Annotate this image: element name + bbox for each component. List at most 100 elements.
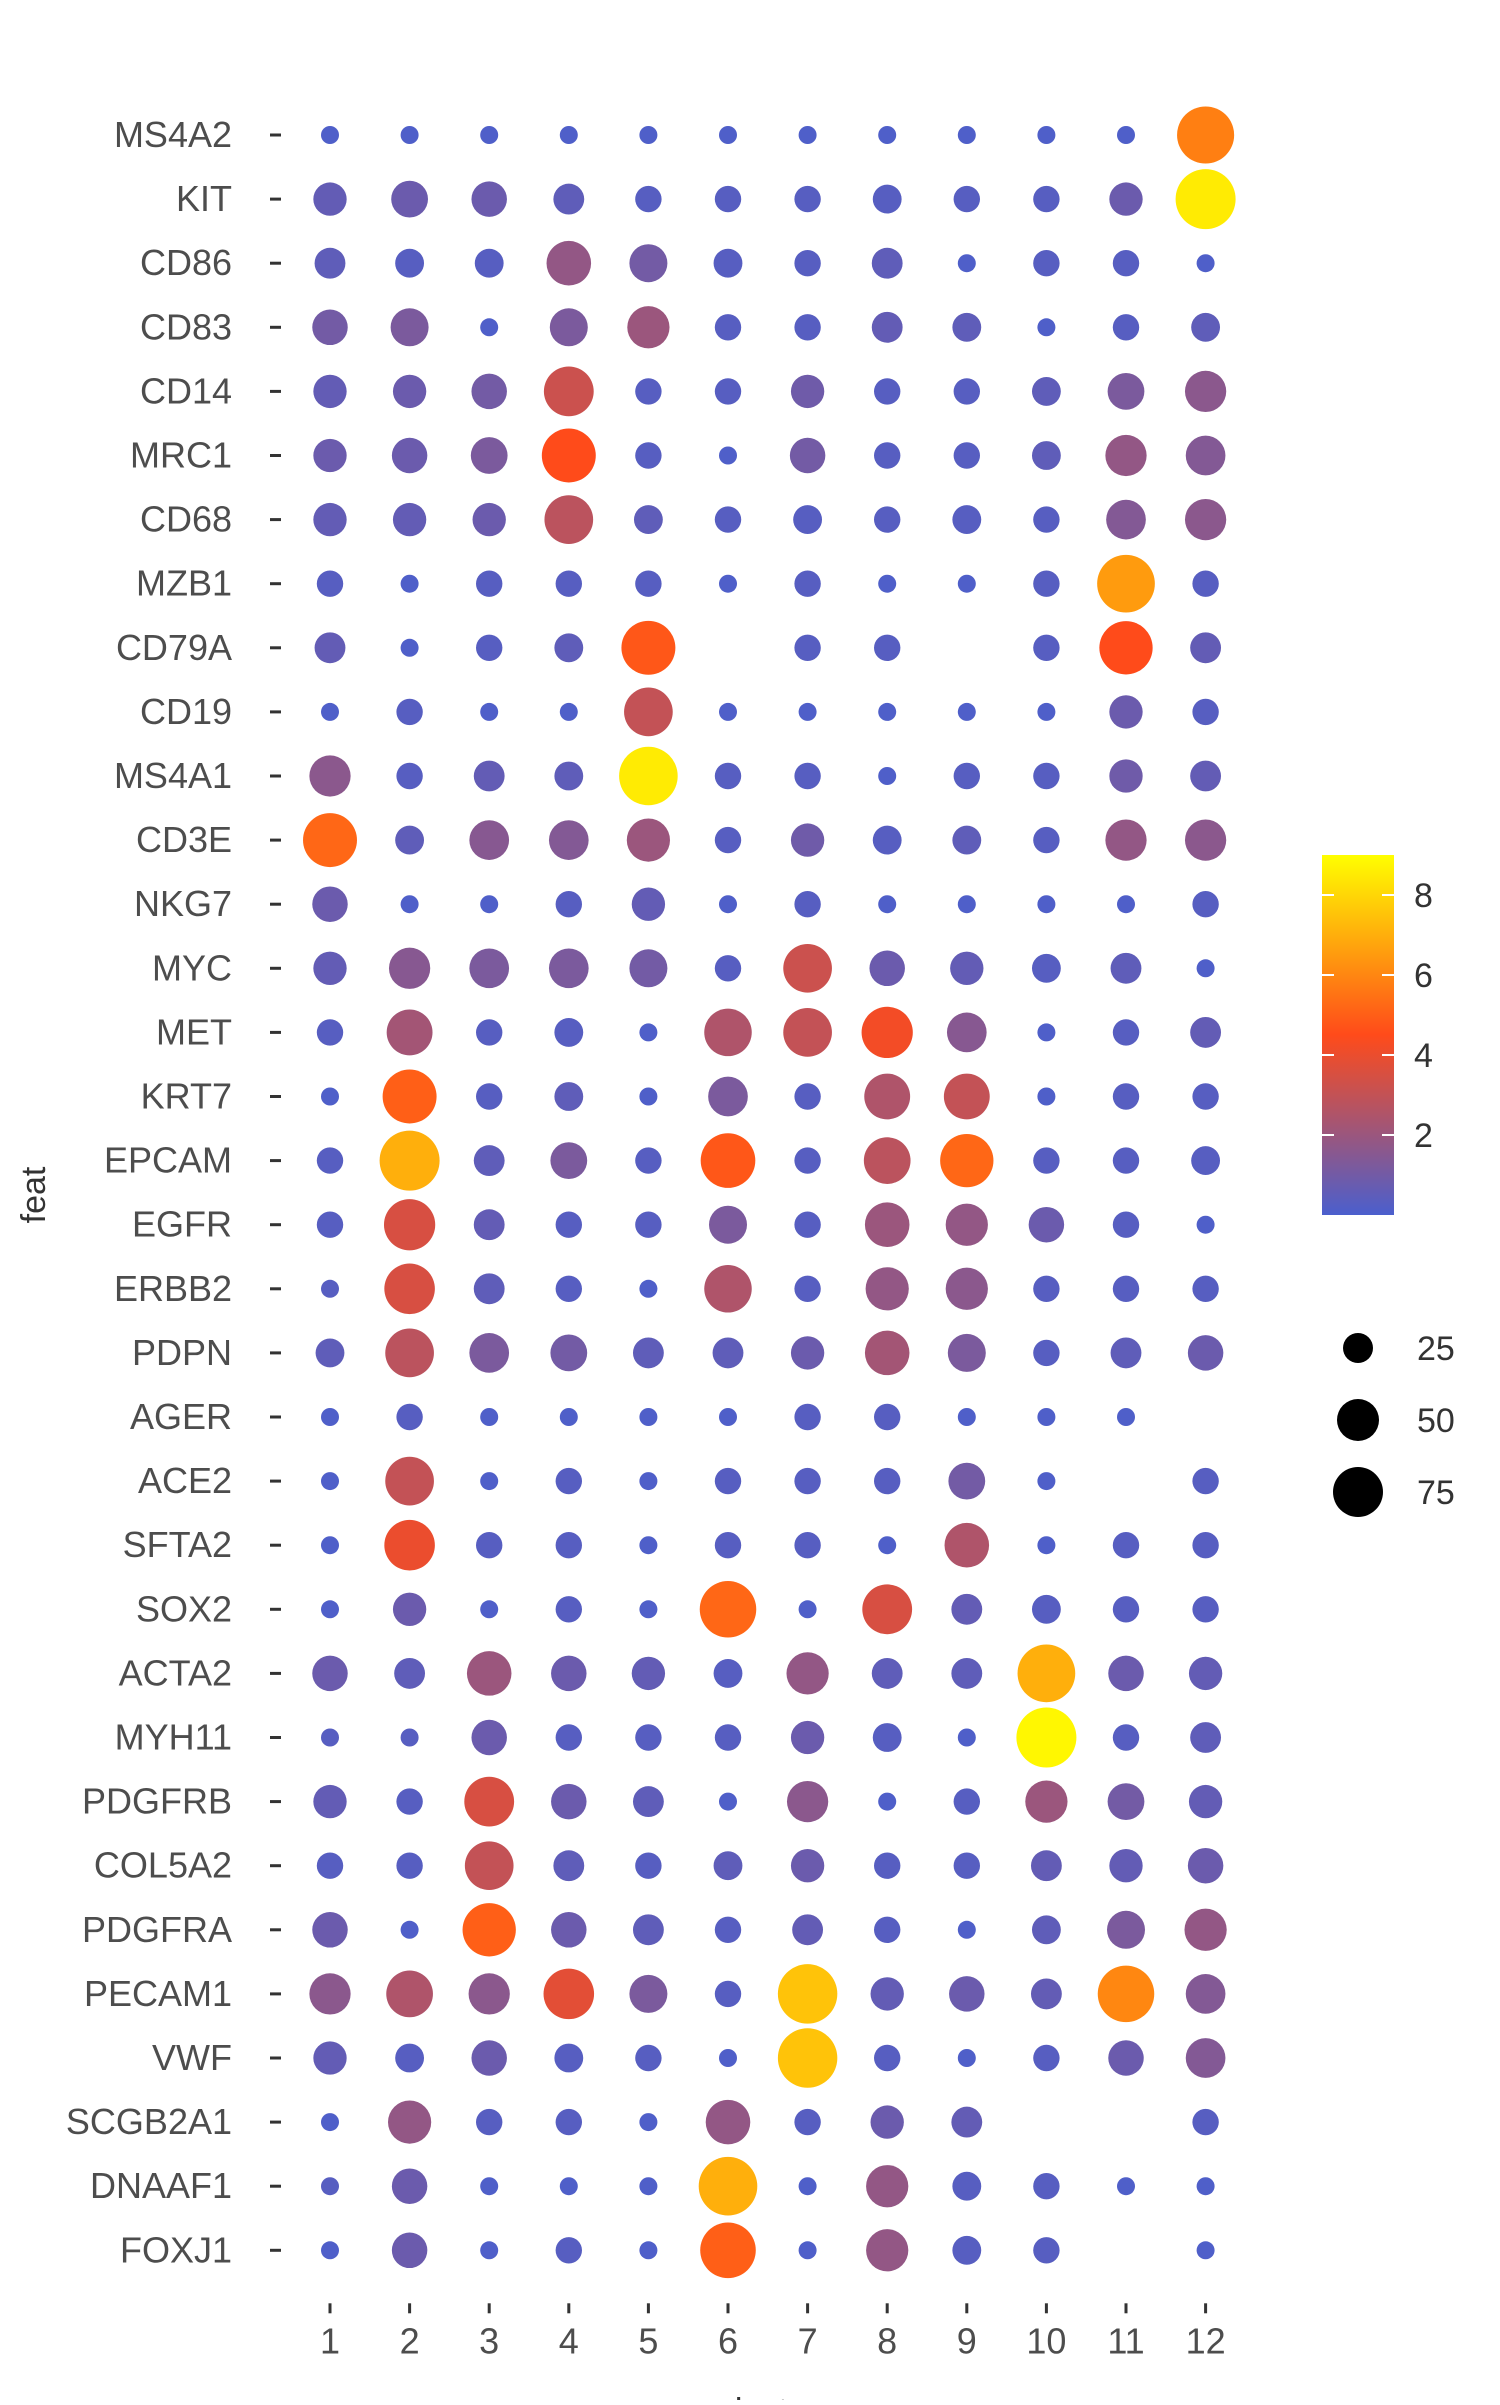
dot-point [864, 1330, 910, 1376]
dot-point [1184, 498, 1227, 541]
dot-point [794, 1403, 821, 1431]
dot-point [394, 1657, 426, 1689]
y-tick-label: CD86 [140, 242, 232, 283]
dot-point [700, 1133, 756, 1188]
dot-point [794, 762, 821, 790]
dot-point [468, 1973, 510, 2015]
dot-point [382, 1069, 437, 1124]
dot-point [794, 1275, 821, 1303]
dot-point [635, 1211, 662, 1238]
dot-point [870, 1977, 904, 2011]
dot-point [1177, 106, 1235, 164]
y-tick-label: CD68 [140, 499, 232, 540]
dot-point [309, 1973, 351, 2015]
dot-point [400, 574, 419, 593]
dot-point [385, 1328, 434, 1378]
dot-point [554, 1017, 584, 1047]
dot-point [957, 2049, 976, 2067]
dot-point [957, 1408, 976, 1426]
dot-point [395, 2043, 425, 2073]
dot-point [874, 506, 901, 533]
dot-point [1030, 1850, 1062, 1882]
dot-point [866, 2229, 909, 2272]
dot-point [953, 762, 980, 790]
dot-point [639, 2113, 658, 2132]
dot-point [714, 762, 742, 790]
dot-point [1097, 1965, 1155, 2023]
dot-point [1187, 1847, 1224, 1884]
dot-point [635, 570, 662, 597]
dot-point [313, 951, 347, 985]
dot-point [1031, 376, 1061, 406]
dot-point [708, 1076, 748, 1117]
dot-point [476, 1019, 503, 1046]
dot-point [1112, 1532, 1140, 1559]
dot-point [794, 2108, 821, 2136]
y-tick-label: AGER [130, 1396, 232, 1437]
dot-point [639, 1408, 658, 1426]
dot-point [555, 1596, 582, 1623]
dot-point [316, 1147, 344, 1174]
dot-point [1016, 1707, 1077, 1768]
dot-point [786, 1652, 829, 1695]
y-tick-label: MET [156, 1011, 232, 1052]
dot-point [390, 308, 429, 347]
dot-point [1033, 1339, 1060, 1367]
dot-point [635, 378, 662, 405]
dot-point [1033, 570, 1060, 597]
dot-point [480, 702, 499, 721]
color-legend-label: 4 [1414, 1037, 1433, 1075]
dot-point [1033, 634, 1060, 661]
dot-point [714, 955, 742, 982]
dot-point [878, 1536, 897, 1555]
dot-point [396, 1788, 423, 1815]
dot-point [1037, 126, 1056, 144]
dot-point [699, 1581, 757, 1638]
dot-point [480, 1408, 499, 1426]
dot-point [462, 1903, 516, 1957]
dot-point [1110, 952, 1142, 984]
dot-point [473, 1273, 505, 1305]
dot-point [384, 1263, 435, 1315]
dot-point [472, 502, 506, 537]
dot-point [464, 1841, 514, 1891]
dot-point [793, 505, 823, 535]
dot-point [790, 1849, 825, 1883]
dot-point [559, 126, 578, 144]
dot-point [471, 2040, 507, 2076]
dot-point [312, 309, 348, 346]
x-axis-label: cluster [718, 2392, 818, 2400]
dot-point [480, 318, 499, 337]
dot-point [633, 505, 663, 535]
dot-point [321, 2177, 339, 2196]
dot-point [951, 1593, 983, 1625]
y-axis-label: feat [15, 1166, 53, 1223]
dot-point [864, 1073, 911, 1120]
dot-point [388, 2100, 432, 2144]
dot-point [548, 820, 589, 860]
dot-point [1037, 1408, 1056, 1426]
dot-point [1107, 373, 1145, 410]
dot-point [476, 1083, 503, 1110]
dot-point [1037, 1472, 1056, 1491]
dot-point [1112, 1147, 1140, 1174]
dot-point [480, 1472, 499, 1491]
dot-point [952, 2235, 982, 2265]
dot-point [871, 247, 903, 279]
dot-point [798, 2177, 817, 2196]
x-tick-label: 5 [638, 2320, 658, 2361]
dot-point [314, 632, 346, 664]
dot-point [719, 895, 737, 914]
dot-point [1028, 1206, 1065, 1243]
dot-point [313, 374, 347, 409]
dot-point [480, 895, 499, 914]
dot-point [548, 948, 589, 989]
dot-point [303, 813, 357, 868]
dot-point [396, 1852, 423, 1879]
dot-point [1112, 1211, 1140, 1238]
dot-point [952, 825, 982, 855]
dot-point [631, 887, 666, 921]
dot-point [392, 374, 427, 409]
dot-point [321, 1472, 339, 1491]
dot-point [1192, 1083, 1219, 1110]
